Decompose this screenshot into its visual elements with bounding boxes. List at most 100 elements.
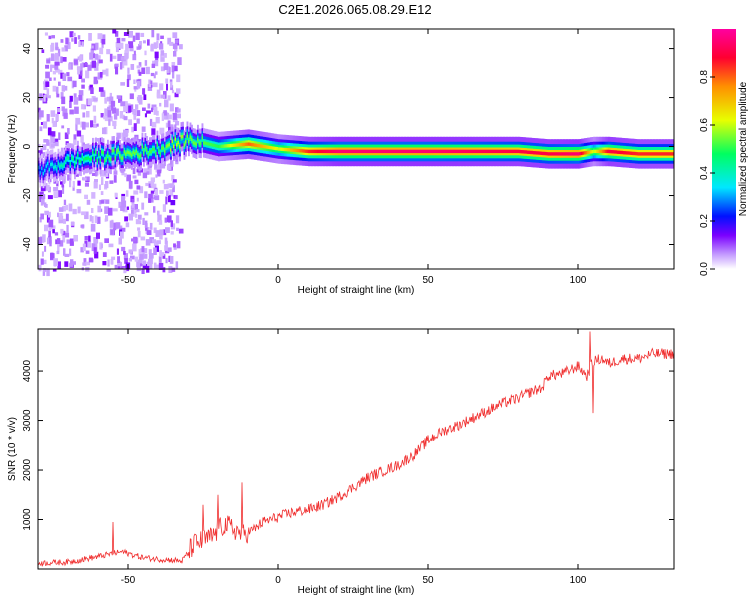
heatmap-noise-cell <box>100 191 104 195</box>
heatmap-noise-cell <box>105 215 109 222</box>
heatmap-ridge-cell <box>470 149 472 154</box>
heatmap-ridge-cell <box>314 149 316 154</box>
heatmap-noise-cell <box>136 264 141 271</box>
heatmap-ridge-cell <box>578 152 580 156</box>
heatmap-noise-cell <box>69 248 72 256</box>
heatmap-noise-cell <box>38 264 42 272</box>
heatmap-noise-cell <box>115 31 119 37</box>
heatmap-ridge-cell <box>257 143 259 148</box>
heatmap-noise-cell <box>156 264 160 270</box>
heatmap-noise-cell <box>136 185 141 190</box>
heatmap-noise-cell <box>162 204 166 212</box>
heatmap-noise-cell <box>120 227 126 232</box>
heatmap-noise-cell <box>38 144 41 148</box>
heatmap-noise-cell <box>160 54 165 62</box>
heatmap-noise-cell <box>65 213 69 222</box>
heatmap-ridge-cell <box>627 151 630 155</box>
heatmap-ridge-cell <box>392 149 394 154</box>
heatmap-ridge-cell <box>587 150 589 155</box>
heatmap-ridge-cell <box>96 159 99 163</box>
heatmap-noise-cell <box>122 206 128 213</box>
snr-panel: -50 0 50 100 1000 2000 3000 4000 Height of str… <box>7 328 675 596</box>
heatmap-noise-cell <box>156 40 159 48</box>
heatmap-noise-cell <box>57 48 61 57</box>
heatmap-noise-cell <box>109 180 114 184</box>
heatmap-noise-cell <box>80 70 83 76</box>
heatmap-noise-cell <box>159 252 165 256</box>
heatmap-ridge-cell <box>516 149 519 154</box>
heatmap-ridge-cell <box>429 149 432 154</box>
heatmap-ridge-cell <box>108 157 111 161</box>
heatmap-noise-cell <box>127 67 130 74</box>
heatmap-noise-cell <box>138 71 142 76</box>
heatmap-ridge-cell <box>575 152 577 156</box>
heatmap-noise-cell <box>167 195 171 203</box>
heatmap-noise-cell <box>68 63 72 70</box>
heatmap-noise-cell <box>99 47 104 55</box>
heatmap-ridge-cell <box>99 158 102 162</box>
heatmap-ridge-cell <box>138 154 141 159</box>
heatmap-noise-cell <box>164 112 170 120</box>
heatmap-noise-cell <box>61 85 65 92</box>
heatmap-noise-cell <box>164 237 168 245</box>
heatmap-noise-cell <box>136 259 141 267</box>
heatmap-noise-cell <box>164 249 170 254</box>
heatmap-noise-cell <box>170 200 176 206</box>
heatmap-noise-cell <box>167 120 171 127</box>
heatmap-noise-cell <box>149 118 153 126</box>
heatmap-ridge-cell <box>654 152 657 156</box>
heatmap-noise-cell <box>41 49 45 53</box>
heatmap-ridge-cell <box>393 149 396 154</box>
heatmap-ridge-cell <box>141 145 144 149</box>
heatmap-noise-cell <box>119 111 124 119</box>
heatmap-noise-cell <box>132 175 137 179</box>
heatmap-ridge-cell <box>54 164 57 169</box>
heatmap-ridge-cell <box>222 144 225 148</box>
heatmap-ridge-cell <box>251 142 253 147</box>
heatmap-noise-cell <box>62 57 67 62</box>
heatmap-ridge-cell <box>149 150 151 154</box>
heatmap-noise-cell <box>171 65 175 73</box>
heatmap-ridge-cell <box>333 149 336 154</box>
heatmap-noise-cell <box>70 221 75 226</box>
heatmap-noise-cell <box>168 266 173 273</box>
heatmap-noise-cell <box>91 192 96 199</box>
heatmap-ridge-cell <box>611 150 613 154</box>
heatmap-noise-cell <box>126 174 131 182</box>
heatmap-ridge-cell <box>305 149 307 153</box>
heatmap-noise-cell <box>58 81 61 86</box>
heatmap-noise-cell <box>59 213 63 220</box>
heatmap-ridge-cell <box>662 152 664 156</box>
heatmap-ridge-cell <box>534 151 537 155</box>
heatmap-noise-cell <box>153 74 156 79</box>
heatmap-noise-cell <box>160 66 166 72</box>
heatmap-ridge-cell <box>140 153 142 158</box>
heatmap-noise-cell <box>166 83 168 91</box>
heatmap-noise-cell <box>85 250 90 254</box>
heatmap-noise-cell <box>144 60 148 66</box>
heatmap-noise-cell <box>97 33 103 40</box>
heatmap-noise-cell <box>157 169 162 174</box>
heatmap-noise-cell <box>130 255 135 260</box>
heatmap-noise-cell <box>140 32 145 37</box>
heatmap-noise-cell <box>136 209 140 213</box>
heatmap-noise-cell <box>107 259 110 267</box>
heatmap-noise-cell <box>46 88 50 96</box>
heatmap-ridge-cell <box>152 147 154 152</box>
snr-x-label: Height of straight line (km) <box>298 585 415 596</box>
heatmap-noise-cell <box>142 40 146 44</box>
heatmap-ridge-cell <box>237 143 240 147</box>
heatmap-ridge-cell <box>192 141 195 145</box>
heatmap-ridge-cell <box>236 143 238 147</box>
heatmap-ridge-cell <box>270 146 273 150</box>
heatmap-noise-cell <box>94 251 99 259</box>
heatmap-noise-cell <box>166 215 172 223</box>
heatmap-noise-cell <box>129 93 134 100</box>
heatmap-ridge-cell <box>249 142 252 146</box>
heatmap-noise-cell <box>149 222 153 230</box>
heatmap-ridge-cell <box>272 146 274 150</box>
heatmap-ridge-cell <box>416 149 418 154</box>
heatmap-ridge-cell <box>665 152 667 156</box>
heatmap-ridge-cell <box>213 143 216 148</box>
heatmap-ridge-cell <box>405 149 408 154</box>
